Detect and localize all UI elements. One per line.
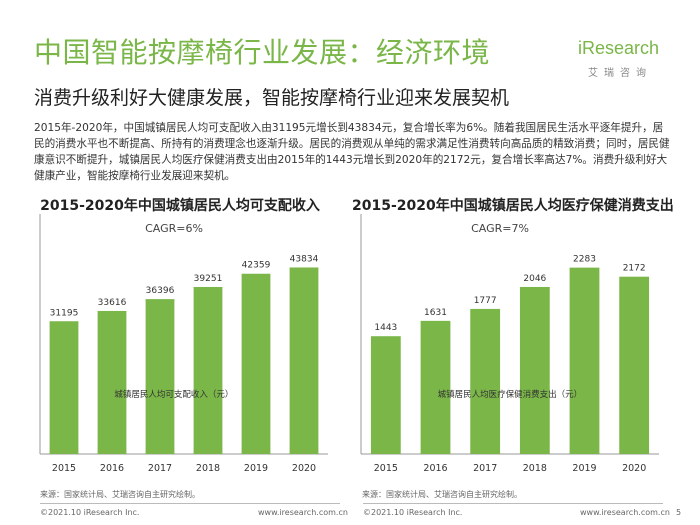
bar-2016 bbox=[97, 310, 127, 454]
chart-title-medical: 2015-2020年中国城镇居民人均医疗保健消费支出 bbox=[352, 198, 674, 214]
chart-source-income: 来源：国家统计局、艾瑞咨询自主研究绘制。 bbox=[40, 490, 200, 499]
x-tick-label: 2018 bbox=[523, 463, 547, 474]
logo-text: iResearch bbox=[578, 38, 660, 58]
bar-2020 bbox=[619, 276, 650, 454]
bar-2020 bbox=[289, 267, 319, 454]
footer-divider bbox=[40, 503, 340, 504]
data-label: 2283 bbox=[573, 255, 596, 265]
data-label: 1777 bbox=[474, 296, 497, 306]
bar-2017 bbox=[145, 299, 175, 454]
x-tick-label: 2020 bbox=[292, 463, 316, 474]
logo-subtext: 艾瑞咨询 bbox=[588, 68, 652, 79]
cagr-annotation: CAGR=6% bbox=[145, 222, 203, 235]
chart-income: 31195 2015 33616 2016 36396 2017 39251 2018 4235… bbox=[39, 214, 328, 474]
legend-swatch bbox=[102, 389, 111, 397]
x-tick-label: 2017 bbox=[473, 463, 497, 474]
iresearch-logo: iResearch 艾瑞咨询 bbox=[578, 38, 668, 82]
legend-label: 城镇居民人均医疗保健消费支出（元） bbox=[438, 389, 583, 400]
bar-2018 bbox=[193, 286, 223, 454]
data-label: 39251 bbox=[194, 274, 223, 284]
footer-divider bbox=[363, 503, 663, 504]
data-label: 43834 bbox=[290, 254, 319, 264]
chart-title-income: 2015-2020年中国城镇居民人均可支配收入 bbox=[40, 198, 320, 214]
page-subtitle: 消费升级利好大健康发展，智能按摩椅行业迎来发展契机 bbox=[34, 87, 510, 109]
bar-2018 bbox=[519, 286, 550, 454]
data-label: 2172 bbox=[623, 264, 646, 274]
bar-2019 bbox=[569, 267, 600, 454]
page-title: 中国智能按摩椅行业发展：经济环境 bbox=[34, 36, 491, 69]
data-label: 31195 bbox=[50, 308, 79, 318]
x-tick-label: 2020 bbox=[622, 463, 646, 474]
legend-label: 城镇居民人均可支配收入（元） bbox=[114, 389, 233, 400]
x-tick-label: 2019 bbox=[572, 463, 596, 474]
data-label: 42359 bbox=[242, 261, 271, 271]
body-paragraph: 2015年-2020年，中国城镇居民人均可支配收入由31195元增长到43834… bbox=[34, 122, 670, 182]
page-number: 5 bbox=[676, 508, 682, 517]
data-label: 1443 bbox=[374, 323, 397, 333]
bar-2015 bbox=[49, 321, 79, 454]
x-tick-label: 2015 bbox=[374, 463, 398, 474]
bar-2015 bbox=[370, 336, 401, 454]
bar-2019 bbox=[241, 273, 271, 454]
x-tick-label: 2016 bbox=[423, 463, 447, 474]
data-label: 36396 bbox=[146, 286, 175, 296]
bar-2017 bbox=[470, 308, 501, 454]
chart-medical: 1443 2015 1631 2016 1777 2017 2046 2018 2283 2019… bbox=[360, 214, 659, 474]
cagr-annotation: CAGR=7% bbox=[471, 222, 529, 235]
chart-source-medical: 来源：国家统计局、艾瑞咨询自主研究绘制。 bbox=[362, 490, 522, 499]
x-tick-label: 2018 bbox=[196, 463, 220, 474]
legend-swatch bbox=[425, 389, 434, 397]
data-label: 2046 bbox=[523, 274, 546, 284]
x-tick-label: 2015 bbox=[52, 463, 76, 474]
footer-copyright: ©2021.10 iResearch Inc. bbox=[40, 508, 140, 517]
x-tick-label: 2019 bbox=[244, 463, 268, 474]
footer-website[interactable]: www.iresearch.com.cn bbox=[258, 508, 348, 517]
data-label: 1631 bbox=[424, 308, 447, 318]
x-tick-label: 2016 bbox=[100, 463, 124, 474]
footer-website[interactable]: www.iresearch.com.cn bbox=[580, 508, 670, 517]
footer-copyright: ©2021.10 iResearch Inc. bbox=[363, 508, 463, 517]
x-tick-label: 2017 bbox=[148, 463, 172, 474]
bar-2016 bbox=[420, 320, 451, 454]
data-label: 33616 bbox=[98, 298, 127, 308]
